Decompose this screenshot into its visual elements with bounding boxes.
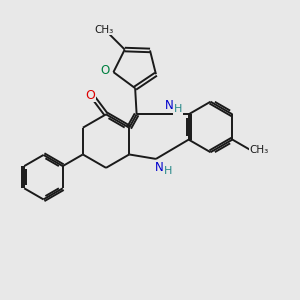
Text: CH₃: CH₃ <box>250 145 269 155</box>
Text: O: O <box>85 89 95 102</box>
Text: N: N <box>165 99 174 112</box>
Text: CH₃: CH₃ <box>94 25 113 35</box>
Text: H: H <box>164 166 172 176</box>
Text: H: H <box>174 104 182 114</box>
Text: N: N <box>154 161 163 174</box>
Text: O: O <box>100 64 109 77</box>
